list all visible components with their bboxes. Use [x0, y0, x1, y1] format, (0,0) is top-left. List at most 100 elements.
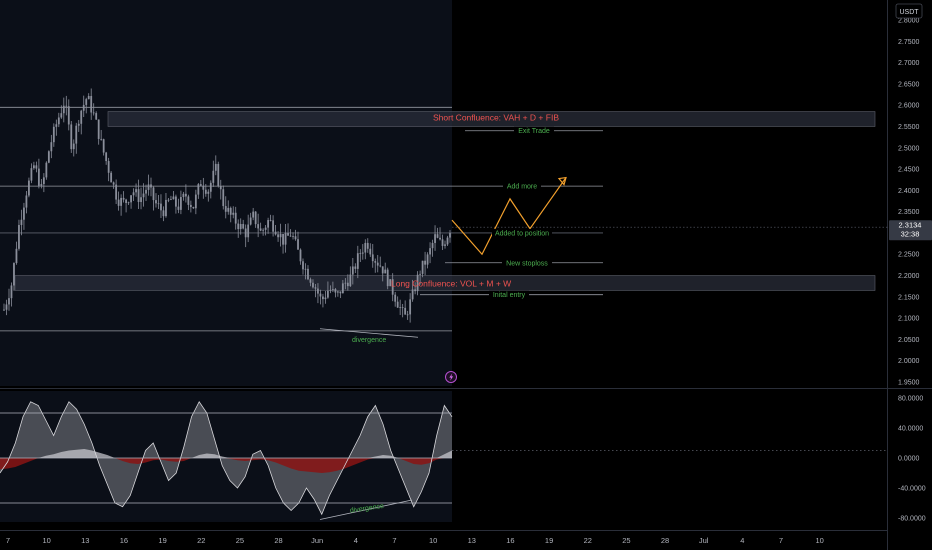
- x-tick-label: 4: [740, 536, 744, 545]
- candle-body: [207, 191, 210, 194]
- x-tick-label: Jul: [699, 536, 709, 545]
- candle-body: [130, 195, 132, 203]
- candle-body: [329, 289, 332, 291]
- candle-body: [60, 113, 63, 118]
- candle-body: [369, 248, 372, 255]
- candle-body: [274, 231, 277, 235]
- add-more-label-bg: [503, 182, 541, 191]
- candle-body: [197, 184, 200, 195]
- candle-body: [142, 193, 145, 198]
- candle-body: [389, 279, 392, 287]
- x-tick-label: Jun: [311, 536, 323, 545]
- candle-body: [232, 212, 235, 215]
- candle-body: [32, 165, 35, 169]
- x-tick-label: 10: [42, 536, 50, 545]
- candle-body: [57, 117, 60, 125]
- candle-body: [62, 105, 65, 114]
- candle-body: [102, 139, 105, 153]
- candle-body: [439, 237, 441, 240]
- oscillator-axis[interactable]: 80.0000 40.0000 0.0000 -40.0000 -80.0000: [898, 396, 926, 523]
- x-tick-label: 16: [120, 536, 128, 545]
- candle-body: [444, 244, 446, 246]
- candle-body: [77, 123, 80, 126]
- candle-body: [137, 189, 140, 203]
- time-axis[interactable]: 7 10 13 16 19 22 25 28 Jun 4 7 10 13 16 19 22 25 28 Jul 4 7 1…: [6, 536, 824, 545]
- candle-body: [187, 196, 190, 205]
- oscillator-red-area: [0, 458, 452, 473]
- new-stoploss-label: New stoploss: [506, 260, 548, 267]
- candle-body: [282, 233, 284, 245]
- current-price-value: 2.3134: [899, 221, 922, 230]
- y-tick-label: 2.6000: [898, 103, 920, 110]
- candle-body: [431, 242, 434, 249]
- x-tick-label: 10: [429, 536, 437, 545]
- candle-body: [441, 239, 444, 246]
- x-tick-label: 7: [6, 536, 10, 545]
- y-tick-label: 2.4000: [898, 188, 920, 195]
- initial-entry-label-bg: [489, 290, 529, 299]
- y-tick-label: 1.9500: [898, 380, 920, 387]
- candle-body: [449, 232, 451, 238]
- x-tick-label: 19: [545, 536, 553, 545]
- candle-body: [87, 95, 90, 100]
- candle-body: [20, 219, 23, 225]
- candle-body: [97, 119, 100, 139]
- candle-body: [359, 253, 362, 255]
- candle-body: [309, 279, 312, 283]
- candle-body: [115, 184, 118, 200]
- lightning-icon[interactable]: [445, 371, 457, 383]
- candle-body: [424, 260, 426, 265]
- candle-body: [112, 182, 115, 185]
- candle-body: [312, 282, 314, 288]
- candle-body: [341, 283, 344, 294]
- candle-body: [287, 233, 289, 236]
- add-more-label: Add more: [507, 184, 537, 191]
- candle-body: [227, 207, 230, 212]
- candle-body: [189, 204, 192, 208]
- candle-body: [399, 307, 402, 309]
- candle-body: [157, 203, 160, 205]
- candle-body: [429, 248, 431, 255]
- y-tick-label: 2.1500: [898, 294, 920, 301]
- candle-body: [167, 199, 170, 201]
- candle-body: [180, 197, 182, 210]
- long-confluence-label: Long Confluence: VOL + M + W: [391, 278, 511, 288]
- candle-body: [267, 220, 270, 228]
- candle-body: [95, 113, 98, 120]
- y-tick-label: 2.6500: [898, 81, 920, 88]
- candle-body: [37, 168, 40, 186]
- candle-body: [184, 193, 187, 197]
- short-confluence-zone: [107, 111, 876, 127]
- candle-body: [331, 289, 334, 290]
- candle-body: [404, 307, 407, 315]
- candle-body: [244, 228, 247, 238]
- candle-body: [414, 289, 417, 292]
- x-tick-label: 25: [236, 536, 244, 545]
- candle-body: [182, 193, 185, 198]
- candle-body: [324, 297, 327, 300]
- y-tick-label: 2.1000: [898, 316, 920, 323]
- x-tick-label: 28: [274, 536, 282, 545]
- candle-body: [339, 291, 342, 294]
- candle-body: [384, 269, 387, 274]
- x-tick-label: 16: [506, 536, 514, 545]
- candle-body: [307, 268, 309, 280]
- candle-body: [426, 254, 429, 265]
- candle-body: [175, 196, 177, 207]
- currency-badge[interactable]: [895, 3, 923, 19]
- oscillator-divergence-line: [319, 499, 413, 520]
- candle-body: [13, 263, 15, 286]
- candle-body: [284, 233, 287, 245]
- candle-body: [3, 309, 5, 311]
- candle-body: [75, 125, 78, 144]
- projection-arrowhead: [557, 176, 567, 186]
- candle-body: [192, 207, 195, 209]
- candle-body: [122, 197, 125, 200]
- candle-body: [217, 163, 220, 187]
- y-tick-label: 2.0000: [898, 358, 920, 365]
- price-divergence-line: [319, 328, 419, 338]
- candle-body: [229, 207, 232, 215]
- candle-body: [100, 138, 103, 140]
- candle-body: [419, 273, 422, 275]
